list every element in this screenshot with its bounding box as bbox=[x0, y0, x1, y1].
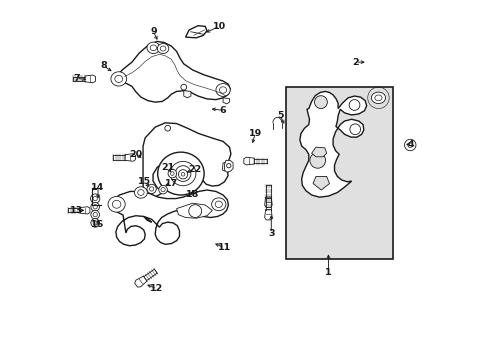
Circle shape bbox=[168, 169, 176, 178]
Ellipse shape bbox=[157, 44, 168, 54]
Circle shape bbox=[309, 153, 325, 168]
Ellipse shape bbox=[134, 187, 147, 198]
Circle shape bbox=[90, 194, 100, 203]
Polygon shape bbox=[299, 91, 366, 197]
Ellipse shape bbox=[215, 201, 222, 207]
Ellipse shape bbox=[108, 197, 125, 212]
Text: 19: 19 bbox=[248, 129, 261, 138]
Polygon shape bbox=[183, 91, 190, 98]
Ellipse shape bbox=[115, 75, 122, 82]
Text: 22: 22 bbox=[187, 165, 201, 174]
Text: 12: 12 bbox=[150, 284, 163, 293]
Text: 7: 7 bbox=[73, 74, 80, 83]
Circle shape bbox=[91, 203, 99, 211]
Ellipse shape bbox=[111, 72, 126, 86]
Ellipse shape bbox=[211, 198, 225, 211]
Polygon shape bbox=[223, 98, 229, 104]
Polygon shape bbox=[143, 123, 230, 222]
Circle shape bbox=[91, 219, 99, 227]
Text: 11: 11 bbox=[218, 243, 231, 252]
Circle shape bbox=[93, 197, 97, 201]
Circle shape bbox=[407, 143, 412, 148]
Ellipse shape bbox=[374, 95, 381, 101]
Polygon shape bbox=[311, 147, 326, 157]
Polygon shape bbox=[224, 160, 233, 172]
Circle shape bbox=[149, 187, 153, 191]
Polygon shape bbox=[185, 26, 206, 38]
Polygon shape bbox=[264, 210, 272, 220]
Polygon shape bbox=[125, 154, 135, 161]
Ellipse shape bbox=[216, 84, 230, 96]
Circle shape bbox=[161, 188, 165, 192]
Circle shape bbox=[147, 184, 156, 194]
Text: 21: 21 bbox=[161, 163, 174, 172]
Ellipse shape bbox=[219, 87, 226, 93]
Polygon shape bbox=[116, 41, 230, 102]
Polygon shape bbox=[264, 197, 272, 207]
Circle shape bbox=[178, 170, 187, 179]
Circle shape bbox=[159, 185, 167, 194]
Polygon shape bbox=[222, 163, 227, 171]
Text: 1: 1 bbox=[325, 268, 331, 277]
Text: 18: 18 bbox=[185, 190, 199, 199]
Text: 15: 15 bbox=[138, 177, 151, 186]
Ellipse shape bbox=[160, 46, 165, 51]
Circle shape bbox=[93, 204, 97, 209]
Ellipse shape bbox=[370, 92, 385, 104]
Text: 13: 13 bbox=[70, 206, 83, 215]
Ellipse shape bbox=[112, 201, 121, 208]
Text: 3: 3 bbox=[267, 229, 274, 238]
Polygon shape bbox=[110, 190, 228, 246]
Ellipse shape bbox=[147, 42, 160, 54]
Text: 20: 20 bbox=[129, 150, 142, 159]
Ellipse shape bbox=[138, 190, 144, 195]
Circle shape bbox=[170, 172, 174, 175]
Text: 8: 8 bbox=[100, 61, 106, 70]
Circle shape bbox=[93, 221, 97, 225]
Ellipse shape bbox=[170, 161, 196, 186]
Bar bbox=[285, 87, 392, 258]
Text: 16: 16 bbox=[91, 220, 104, 229]
Circle shape bbox=[404, 139, 415, 151]
Polygon shape bbox=[134, 276, 147, 287]
Circle shape bbox=[188, 204, 201, 217]
Ellipse shape bbox=[157, 152, 203, 195]
Ellipse shape bbox=[150, 45, 156, 51]
Text: 2: 2 bbox=[351, 58, 358, 67]
Polygon shape bbox=[312, 176, 329, 190]
Circle shape bbox=[175, 166, 190, 181]
Text: 6: 6 bbox=[219, 106, 226, 115]
Polygon shape bbox=[244, 157, 254, 165]
Polygon shape bbox=[176, 203, 212, 218]
Text: 4: 4 bbox=[407, 140, 413, 149]
Polygon shape bbox=[85, 75, 95, 83]
Text: 14: 14 bbox=[91, 183, 104, 192]
Circle shape bbox=[314, 96, 326, 109]
Text: 10: 10 bbox=[212, 22, 225, 31]
Text: 9: 9 bbox=[150, 27, 156, 36]
Circle shape bbox=[93, 212, 97, 217]
Circle shape bbox=[181, 172, 184, 176]
Polygon shape bbox=[80, 207, 90, 214]
Circle shape bbox=[91, 210, 99, 219]
Text: 17: 17 bbox=[164, 179, 178, 188]
Text: 5: 5 bbox=[276, 111, 283, 120]
